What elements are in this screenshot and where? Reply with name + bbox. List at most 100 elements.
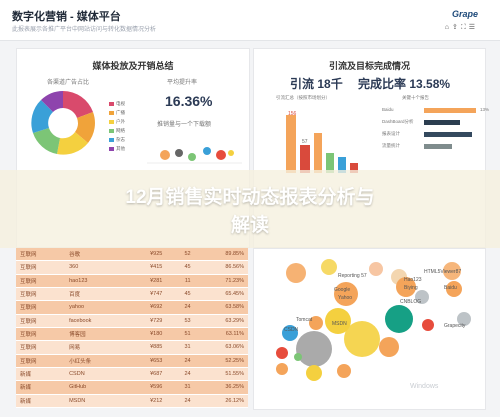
table-cell: 51 <box>166 327 195 342</box>
bubble <box>321 259 337 275</box>
bubble-label: HTML5Viewer87 <box>424 269 462 275</box>
channel-donut-chart <box>31 91 95 155</box>
bar <box>350 163 358 173</box>
bar <box>300 145 310 173</box>
brand-logo: Grape <box>451 9 478 19</box>
scatter-point <box>228 150 234 156</box>
fullscreen-icon[interactable]: ⛶ <box>460 24 469 31</box>
table-row[interactable]: 新媒 GitHub ¥596 31 36.25% <box>16 380 248 395</box>
scatter-title: 推销量与一个下载额 <box>157 122 212 128</box>
hbar-title: 关键十个报告 <box>402 95 429 100</box>
bubble <box>337 364 351 378</box>
hbar <box>424 120 460 125</box>
menu-icon[interactable]: ☰ <box>468 24 478 31</box>
small-scatter-chart <box>147 147 242 164</box>
table-row[interactable]: 互联网 360 ¥415 45 86.56% <box>16 260 248 275</box>
table-cell: ¥692 <box>125 300 167 315</box>
scatter-point <box>188 153 196 161</box>
table-cell: ¥653 <box>125 354 167 368</box>
donut-slice <box>63 91 93 118</box>
bubble <box>379 337 399 357</box>
table-row[interactable]: 互联网 facebook ¥729 53 63.29% <box>16 314 248 328</box>
table-cell: 互联网 <box>16 300 66 315</box>
bubble <box>276 347 288 359</box>
bubble-label: CNBLOG <box>400 299 422 305</box>
table-cell: 31 <box>166 340 195 355</box>
table-cell: GitHub <box>65 380 126 395</box>
table-cell: ¥212 <box>125 394 167 409</box>
table-row[interactable]: 互联网 hao123 ¥281 11 71.23% <box>16 274 248 288</box>
bar <box>286 115 296 173</box>
bubble-label: Google <box>334 287 351 293</box>
table-cell: 互联网 <box>16 274 66 288</box>
ratio-stat: 完成比率 13.58% <box>358 75 450 92</box>
avg-title: 平均提升率 <box>167 80 198 86</box>
hbar <box>424 132 472 137</box>
table-cell: 26.12% <box>194 394 248 409</box>
table-cell: 新媒 <box>16 380 66 395</box>
table-cell: 互联网 <box>16 354 66 368</box>
bubble <box>385 305 413 333</box>
scatter-point <box>175 149 183 157</box>
table-cell: 71.23% <box>194 274 248 288</box>
table-cell: CSDN <box>65 367 126 382</box>
page-subtitle: 此报表展示各推广平台中网站访问与转化数据情况分析 <box>12 27 157 33</box>
bubble <box>446 281 462 297</box>
table-row[interactable]: 新媒 CSDN ¥687 24 51.55% <box>16 367 248 382</box>
table-row[interactable]: 互联网 yahoo ¥692 24 63.58% <box>16 300 248 315</box>
table-cell: 63.11% <box>194 327 248 342</box>
table-cell: facebook <box>65 314 126 328</box>
bubble <box>457 312 471 326</box>
table-cell: 互联网 <box>16 260 66 275</box>
bar <box>314 133 322 173</box>
donut-slice <box>31 100 53 133</box>
legend-item: 电视 <box>109 101 125 107</box>
table-cell: ¥687 <box>125 367 167 382</box>
panel-title: 媒体投放及开销总结 <box>92 61 174 71</box>
table-cell: 63.58% <box>194 300 248 315</box>
table-cell: hao123 <box>65 274 126 288</box>
bubble <box>334 282 358 306</box>
hbar-label: 报表设计 <box>382 131 400 136</box>
platform-table: 互联网 谷歌 ¥925 52 89.85% 互联网 360 ¥415 45 86.56% 互联网 ha… <box>16 248 248 409</box>
donut-title: 各渠道广告占比 <box>47 80 90 86</box>
bar-label: 57 <box>302 139 308 145</box>
legend-label: 广播 <box>116 110 125 115</box>
hbar-label: 流量统计 <box>382 143 400 148</box>
table-row[interactable]: 互联网 小红头条 ¥653 24 52.25% <box>16 354 248 368</box>
table-cell: 45 <box>166 260 195 275</box>
legend-label: 其他 <box>116 146 125 151</box>
legend-label: 电视 <box>116 101 125 106</box>
ratio-value: 13.58% <box>409 77 451 91</box>
table-cell: ¥281 <box>125 274 167 288</box>
table-cell: 谷歌 <box>65 248 126 262</box>
bubble <box>309 316 323 330</box>
table-row[interactable]: 互联网 百度 ¥747 45 65.45% <box>16 287 248 302</box>
bubble <box>344 321 380 357</box>
bubble-label: Tomcat <box>296 317 313 323</box>
bubble <box>306 365 322 381</box>
bubble <box>294 353 302 361</box>
bubble <box>282 325 298 341</box>
table-cell: ¥747 <box>125 287 167 302</box>
table-row[interactable]: 互联网 谷歌 ¥925 52 89.85% <box>16 248 248 262</box>
table-cell: 24 <box>166 367 195 382</box>
share-icon[interactable]: ⇪ <box>451 24 461 31</box>
home-icon[interactable]: ⌂ <box>444 24 452 31</box>
bubble-svg <box>276 259 471 381</box>
table-cell: 24 <box>166 300 195 315</box>
table-cell: 互联网 <box>16 340 66 355</box>
table-cell: ¥180 <box>125 327 167 342</box>
donut-slice <box>57 132 88 155</box>
bubble <box>286 263 306 283</box>
table-cell: 63.06% <box>194 340 248 355</box>
table-row[interactable]: 新媒 MSDN ¥212 24 26.12% <box>16 394 248 409</box>
bubble-label: MSDN <box>332 321 347 327</box>
table-cell: 互联网 <box>16 248 66 262</box>
legend-item: 户外 <box>109 119 125 125</box>
scatter-point <box>203 147 211 155</box>
table-row[interactable]: 互联网 博客园 ¥180 51 63.11% <box>16 327 248 342</box>
traffic-bar-chart <box>286 115 358 173</box>
table-row[interactable]: 互联网 网易 ¥885 31 63.06% <box>16 340 248 355</box>
table-cell: 63.29% <box>194 314 248 328</box>
